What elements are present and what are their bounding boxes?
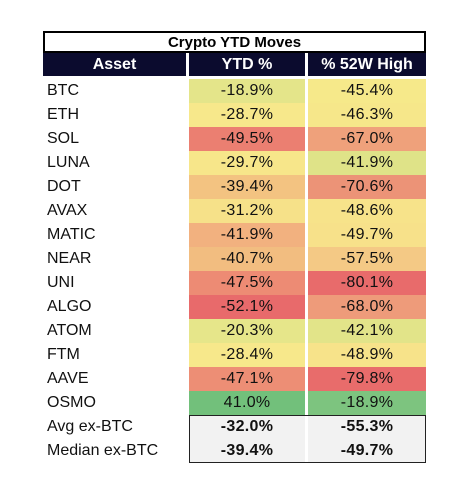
summary-label: Avg ex-BTC xyxy=(43,415,186,439)
header-52w-high: % 52W High xyxy=(308,53,426,76)
asset-name: ETH xyxy=(43,103,186,127)
summary-label: Median ex-BTC xyxy=(43,439,186,463)
pct-52w-high-value: -57.5% xyxy=(308,247,426,271)
table-row: LUNA -29.7% -41.9% xyxy=(43,151,426,175)
ytd-value: -20.3% xyxy=(189,319,305,343)
table-row: BTC -18.9% -45.4% xyxy=(43,79,426,103)
ytd-value: -49.5% xyxy=(189,127,305,151)
asset-name: ALGO xyxy=(43,295,186,319)
asset-name: UNI xyxy=(43,271,186,295)
pct-52w-high-value: -48.6% xyxy=(308,199,426,223)
table-row: FTM -28.4% -48.9% xyxy=(43,343,426,367)
table-row: ETH -28.7% -46.3% xyxy=(43,103,426,127)
pct-52w-high-value: -67.0% xyxy=(308,127,426,151)
asset-name: OSMO xyxy=(43,391,186,415)
table-row: AVAX -31.2% -48.6% xyxy=(43,199,426,223)
table-row: OSMO 41.0% -18.9% xyxy=(43,391,426,415)
summary-row: Median ex-BTC -39.4% -49.7% xyxy=(43,439,426,463)
table-body: BTC -18.9% -45.4% ETH -28.7% -46.3% SOL -49.5% -… xyxy=(43,79,426,415)
pct-52w-high-value: -49.7% xyxy=(308,223,426,247)
pct-52w-high-value: -80.1% xyxy=(308,271,426,295)
pct-52w-high-value: -48.9% xyxy=(308,343,426,367)
asset-name: SOL xyxy=(43,127,186,151)
table-row: ATOM -20.3% -42.1% xyxy=(43,319,426,343)
summary-52w-high-value: -49.7% xyxy=(308,439,426,463)
pct-52w-high-value: -42.1% xyxy=(308,319,426,343)
summary-section: Avg ex-BTC -32.0% -55.3% Median ex-BTC -39.4… xyxy=(43,415,426,463)
asset-name: NEAR xyxy=(43,247,186,271)
summary-ytd-value: -39.4% xyxy=(189,439,305,463)
crypto-ytd-table: Crypto YTD Moves Asset YTD % % 52W High … xyxy=(43,31,426,463)
table-header-row: Asset YTD % % 52W High xyxy=(43,53,426,76)
table-title: Crypto YTD Moves xyxy=(43,31,426,53)
pct-52w-high-value: -70.6% xyxy=(308,175,426,199)
table-row: DOT -39.4% -70.6% xyxy=(43,175,426,199)
ytd-value: 41.0% xyxy=(189,391,305,415)
ytd-value: -52.1% xyxy=(189,295,305,319)
summary-ytd-value: -32.0% xyxy=(189,415,305,439)
ytd-value: -29.7% xyxy=(189,151,305,175)
header-ytd: YTD % xyxy=(189,53,305,76)
table-row: ALGO -52.1% -68.0% xyxy=(43,295,426,319)
pct-52w-high-value: -45.4% xyxy=(308,79,426,103)
asset-name: AAVE xyxy=(43,367,186,391)
summary-row: Avg ex-BTC -32.0% -55.3% xyxy=(43,415,426,439)
pct-52w-high-value: -79.8% xyxy=(308,367,426,391)
table-row: SOL -49.5% -67.0% xyxy=(43,127,426,151)
pct-52w-high-value: -18.9% xyxy=(308,391,426,415)
pct-52w-high-value: -46.3% xyxy=(308,103,426,127)
asset-name: AVAX xyxy=(43,199,186,223)
asset-name: ATOM xyxy=(43,319,186,343)
asset-name: MATIC xyxy=(43,223,186,247)
asset-name: LUNA xyxy=(43,151,186,175)
ytd-value: -31.2% xyxy=(189,199,305,223)
ytd-value: -47.5% xyxy=(189,271,305,295)
asset-name: FTM xyxy=(43,343,186,367)
asset-name: BTC xyxy=(43,79,186,103)
ytd-value: -47.1% xyxy=(189,367,305,391)
ytd-value: -28.7% xyxy=(189,103,305,127)
pct-52w-high-value: -68.0% xyxy=(308,295,426,319)
asset-name: DOT xyxy=(43,175,186,199)
table-row: MATIC -41.9% -49.7% xyxy=(43,223,426,247)
table-row: AAVE -47.1% -79.8% xyxy=(43,367,426,391)
summary-52w-high-value: -55.3% xyxy=(308,415,426,439)
table-row: UNI -47.5% -80.1% xyxy=(43,271,426,295)
pct-52w-high-value: -41.9% xyxy=(308,151,426,175)
ytd-value: -41.9% xyxy=(189,223,305,247)
ytd-value: -39.4% xyxy=(189,175,305,199)
table-row: NEAR -40.7% -57.5% xyxy=(43,247,426,271)
ytd-value: -40.7% xyxy=(189,247,305,271)
header-asset: Asset xyxy=(43,53,186,76)
ytd-value: -18.9% xyxy=(189,79,305,103)
ytd-value: -28.4% xyxy=(189,343,305,367)
